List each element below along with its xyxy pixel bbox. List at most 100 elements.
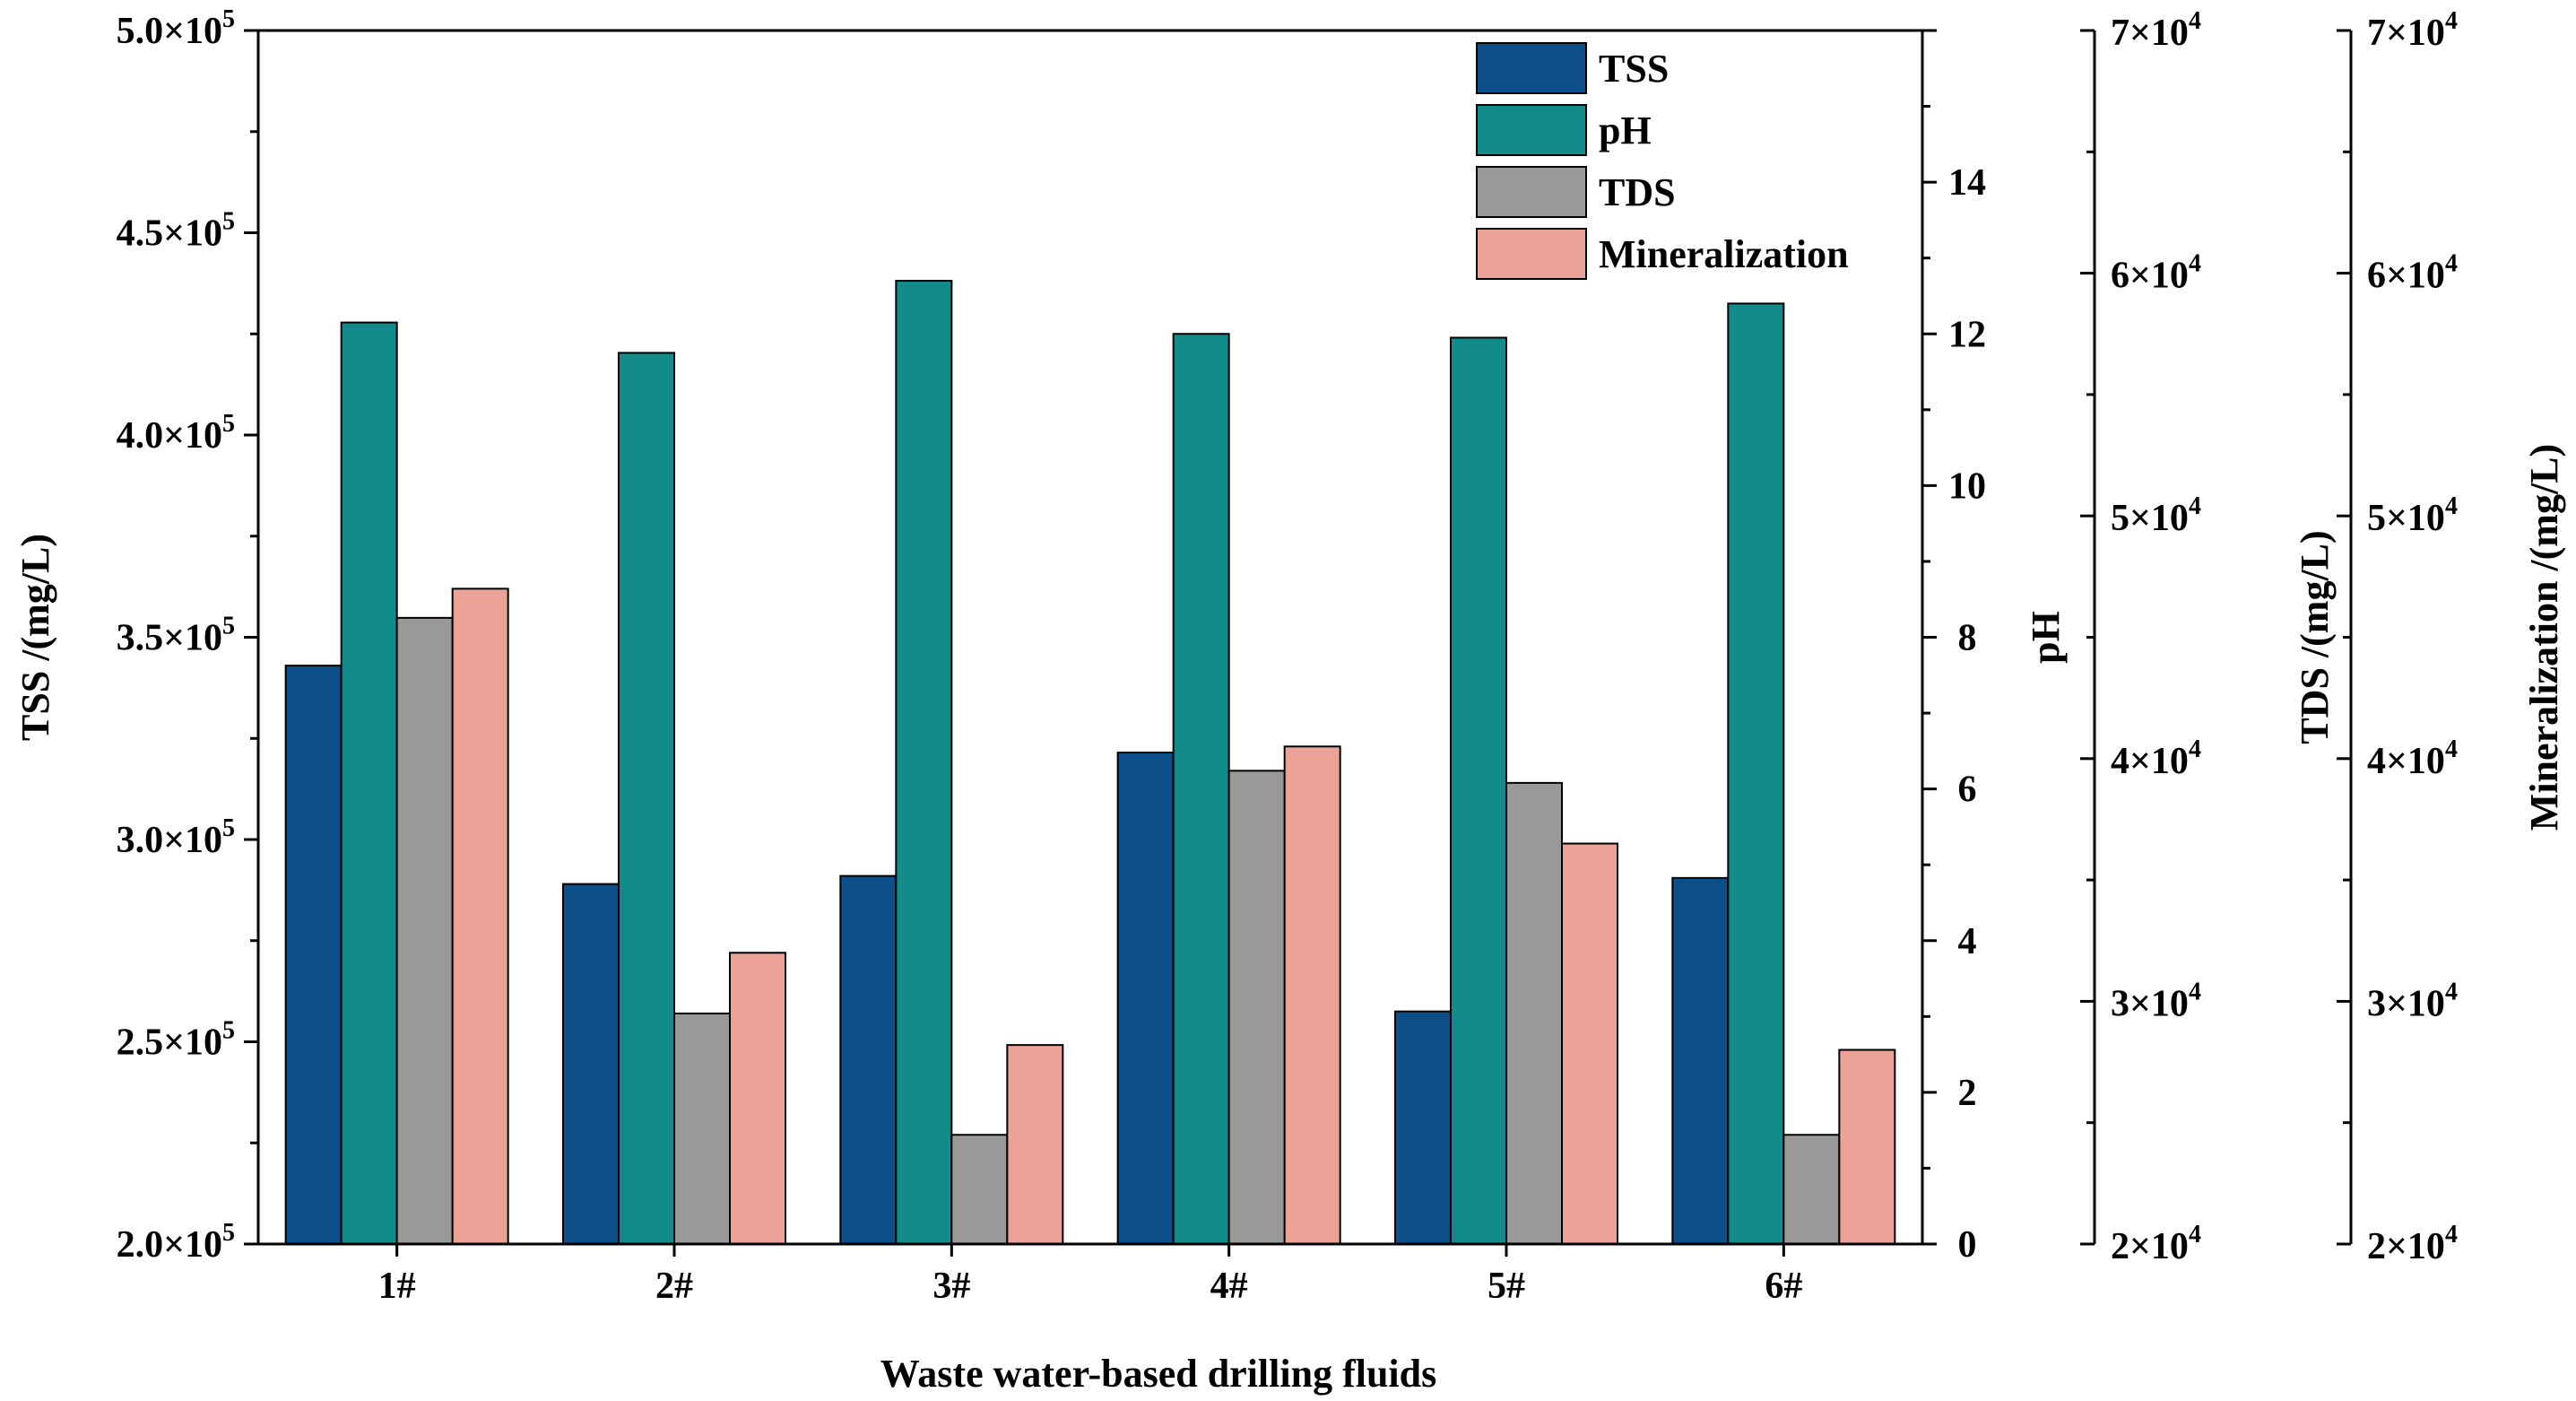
bar-ph-2 [618, 352, 675, 1245]
axes-layer: 1# 2# 3# 4# 5# 6#2.0×1052.5×1053.0×1053.5×105… [13, 5, 2566, 1307]
mineralization-tick-label: 5×104 [2367, 492, 2458, 539]
ph-tick-label: 10 [1948, 466, 1986, 507]
x-tick-label: 6# [1765, 1266, 1802, 1307]
mineralization-tick-label-exponent: 4 [2445, 978, 2458, 1005]
mineralization-tick-label-mantissa: 3×10 [2367, 983, 2445, 1024]
tds-tick-label: 3×104 [2111, 978, 2201, 1024]
mineralization-tick-label: 7×104 [2367, 7, 2458, 54]
ph-tick-label: 14 [1948, 162, 1986, 204]
tds-tick-label: 5×104 [2111, 492, 2201, 539]
tds-tick-label: 2×104 [2111, 1221, 2201, 1267]
tds-tick-label-mantissa: 6×10 [2111, 256, 2189, 297]
mineralization-tick-label-exponent: 4 [2445, 7, 2458, 35]
x-tick-label: 4# [1210, 1266, 1248, 1307]
tss-tick-label: 5.0×105 [117, 5, 235, 52]
mineralization-tick-label-mantissa: 4×10 [2367, 741, 2445, 782]
mineralization-tick-label: 2×104 [2367, 1221, 2458, 1267]
bar-mineralization-3 [1006, 1044, 1064, 1246]
ph-axis-title: pH [2024, 611, 2068, 664]
legend-swatch-tds [1476, 166, 1587, 218]
ph-tick-label: 12 [1948, 314, 1986, 355]
legend-label-tss: TSS [1599, 47, 1669, 91]
mineralization-tick-label: 3×104 [2367, 978, 2458, 1024]
tss-tick-label-mantissa: 3.0×10 [117, 820, 222, 861]
bar-tds-3 [950, 1134, 1009, 1245]
bar-tss-6 [1671, 876, 1730, 1245]
x-tick-label: 2# [655, 1266, 693, 1307]
tss-tick-label-mantissa: 4.5×10 [117, 213, 222, 255]
bar-mineralization-2 [729, 952, 786, 1246]
legend-swatch-tss [1476, 42, 1587, 94]
tds-tick-label-exponent: 4 [2189, 978, 2201, 1005]
x-tick-label: 5# [1487, 1266, 1525, 1307]
ph-tick-label: 6 [1958, 770, 1977, 811]
bar-tss-3 [839, 875, 898, 1246]
legend-label-ph: pH [1599, 109, 1652, 152]
mineralization-tick-label-exponent: 4 [2445, 492, 2458, 520]
bar-ph-1 [340, 321, 398, 1245]
ph-tick-label: 4 [1958, 921, 1977, 962]
tss-tick-label-exponent: 5 [222, 1017, 235, 1045]
bar-mineralization-1 [451, 587, 509, 1245]
bar-tds-4 [1227, 770, 1286, 1245]
tss-tick-label-mantissa: 2.5×10 [117, 1022, 222, 1064]
tss-tick-label-mantissa: 3.5×10 [117, 618, 222, 659]
bar-ph-6 [1727, 302, 1785, 1245]
bar-tds-2 [673, 1012, 731, 1246]
bar-mineralization-5 [1561, 842, 1618, 1245]
tds-tick-label-exponent: 4 [2189, 735, 2201, 763]
x-tick-label: 1# [378, 1266, 416, 1307]
mineralization-tick-label-mantissa: 5×10 [2367, 498, 2445, 539]
bar-tds-1 [395, 616, 454, 1245]
bar-ph-4 [1172, 333, 1230, 1245]
legend-label-tds: TDS [1599, 170, 1676, 214]
tss-tick-label: 4.5×105 [117, 208, 235, 255]
mineralization-tick-label-exponent: 4 [2445, 1221, 2458, 1249]
bar-tss-5 [1394, 1010, 1452, 1246]
x-tick-label: 3# [932, 1266, 970, 1307]
bar-tds-5 [1505, 781, 1563, 1245]
tss-tick-label-mantissa: 2.0×10 [117, 1224, 222, 1266]
tss-axis-title: TSS /(mg/L) [13, 534, 57, 741]
tds-tick-label-mantissa: 5×10 [2111, 498, 2189, 539]
tds-tick-label: 4×104 [2111, 735, 2201, 782]
tds-tick-label-mantissa: 7×10 [2111, 13, 2189, 54]
tss-tick-label: 2.0×105 [117, 1219, 235, 1266]
tds-tick-label: 7×104 [2111, 7, 2201, 54]
mineralization-tick-label: 6×104 [2367, 250, 2458, 297]
mineralization-tick-label-mantissa: 7×10 [2367, 13, 2445, 54]
tds-axis-title: TDS /(mg/L) [2293, 530, 2337, 744]
tss-tick-label-exponent: 5 [222, 613, 235, 640]
tss-tick-label: 3.0×105 [117, 814, 235, 861]
tss-tick-label-exponent: 5 [222, 1219, 235, 1247]
legend: TSS pH TDS Mineralization [1476, 42, 1849, 280]
bars-layer [284, 280, 1896, 1246]
legend-swatch-mineralization [1476, 228, 1587, 280]
tds-tick-label-exponent: 4 [2189, 1221, 2201, 1249]
legend-swatch-ph [1476, 104, 1587, 156]
ph-tick-label: 2 [1958, 1073, 1977, 1114]
tss-tick-label: 3.5×105 [117, 613, 235, 659]
legend-label-mineralization: Mineralization [1599, 232, 1849, 276]
bar-mineralization-6 [1838, 1049, 1896, 1246]
tds-tick-label-exponent: 4 [2189, 250, 2201, 278]
tss-tick-label-mantissa: 4.0×10 [117, 415, 222, 457]
ph-tick-label: 8 [1958, 618, 1977, 659]
mineralization-tick-label: 4×104 [2367, 735, 2458, 782]
tss-tick-label-exponent: 5 [222, 5, 235, 33]
bar-ph-5 [1450, 336, 1507, 1245]
mineralization-tick-label-mantissa: 6×10 [2367, 256, 2445, 297]
tds-tick-label-mantissa: 3×10 [2111, 983, 2189, 1024]
tss-tick-label: 2.5×105 [117, 1017, 235, 1064]
bar-ph-3 [895, 280, 953, 1245]
tss-tick-label: 4.0×105 [117, 410, 235, 457]
mineralization-axis-title: Mineralization /(mg/L) [2522, 444, 2566, 831]
bar-tds-6 [1782, 1134, 1841, 1245]
tds-tick-label: 6×104 [2111, 250, 2201, 297]
tss-tick-label-exponent: 5 [222, 410, 235, 438]
mineralization-tick-label-mantissa: 2×10 [2367, 1226, 2445, 1267]
mineralization-tick-label-exponent: 4 [2445, 735, 2458, 763]
tds-tick-label-mantissa: 2×10 [2111, 1226, 2189, 1267]
tss-tick-label-exponent: 5 [222, 814, 235, 842]
tss-tick-label-mantissa: 5.0×10 [117, 11, 222, 52]
